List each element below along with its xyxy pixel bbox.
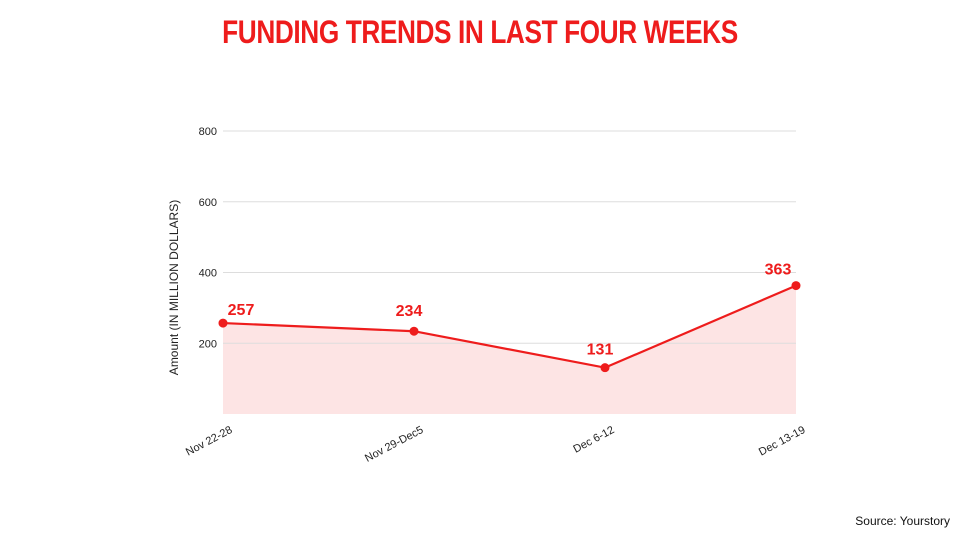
x-tick-label: Nov 29-Dec5 bbox=[363, 424, 425, 465]
y-tick-label: 400 bbox=[199, 268, 217, 280]
series-line bbox=[222, 284, 797, 369]
y-axis-label: Amount (IN MILLION DOLLARS) bbox=[167, 200, 181, 375]
data-point bbox=[409, 326, 419, 336]
data-point bbox=[600, 363, 610, 373]
data-label: 234 bbox=[396, 303, 423, 320]
x-tick-label: Dec 6-12 bbox=[571, 424, 616, 456]
x-tick-label: Dec 13-19 bbox=[757, 424, 807, 458]
y-tick-label: 200 bbox=[199, 338, 217, 350]
data-label: 363 bbox=[765, 262, 792, 279]
source-note: Source: Yourstory bbox=[855, 514, 950, 528]
chart-title: FUNDING TRENDS IN LAST FOUR WEEKS bbox=[222, 14, 738, 50]
data-point bbox=[791, 281, 801, 291]
data-point bbox=[218, 318, 228, 328]
x-tick-label: Nov 22-28 bbox=[184, 424, 234, 458]
data-label: 131 bbox=[587, 342, 614, 359]
y-tick-label: 600 bbox=[199, 197, 217, 209]
y-tick-label: 800 bbox=[199, 126, 217, 138]
data-label: 257 bbox=[228, 302, 255, 319]
